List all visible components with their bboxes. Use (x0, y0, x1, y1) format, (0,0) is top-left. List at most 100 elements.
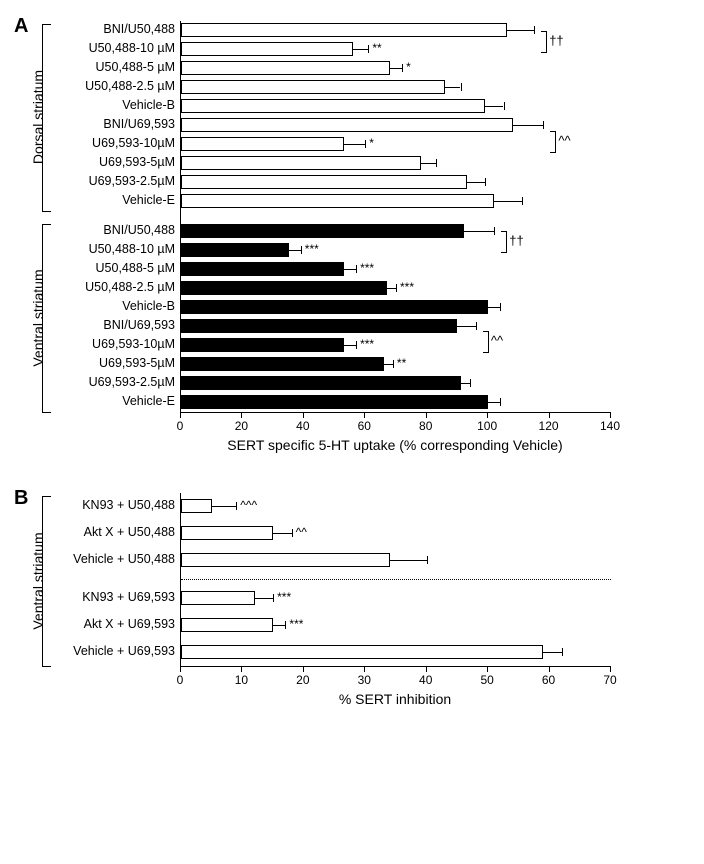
bar-row: U69,593-2.5µM (181, 374, 611, 392)
error-bar (467, 182, 485, 183)
bar-label: Akt X + U69,593 (84, 617, 181, 631)
bar-label: Vehicle-E (122, 193, 181, 207)
chart-a-xtitle: SERT specific 5-HT uptake (% correspondi… (180, 437, 610, 453)
significance-marker: ** (397, 356, 406, 370)
significance-marker: *** (360, 337, 374, 351)
axis-tick (364, 413, 365, 418)
axis-tick (549, 413, 550, 418)
axis-tick (180, 667, 181, 672)
axis-tick-label: 40 (419, 673, 432, 687)
error-bar (273, 533, 291, 534)
bar-row: U69,593-5µM (181, 154, 611, 172)
error-bar (494, 201, 522, 202)
bar-label: KN93 + U50,488 (82, 498, 181, 512)
error-cap (504, 102, 505, 110)
error-bar (421, 163, 436, 164)
chart-b-xtitle: % SERT inhibition (180, 691, 610, 707)
bar-row: Vehicle-E (181, 393, 611, 411)
error-bar (344, 144, 366, 145)
bar (181, 300, 488, 314)
axis-tick-label: 80 (419, 419, 432, 433)
error-cap (365, 140, 366, 148)
bar-row: U50,488-5 µM*** (181, 260, 611, 278)
chart-b: KN93 + U50,488^^^Akt X + U50,488^^Vehicl… (180, 493, 611, 667)
axis-tick-label: 120 (539, 419, 559, 433)
error-cap (476, 322, 477, 330)
significance-marker: *** (277, 590, 291, 604)
error-bar (488, 307, 500, 308)
bar (181, 61, 390, 75)
bar-label: U50,488-2.5 µM (85, 280, 181, 294)
error-cap (368, 45, 369, 53)
bar-label: KN93 + U69,593 (82, 590, 181, 604)
bar-label: Vehicle + U50,488 (73, 552, 181, 566)
error-cap (534, 26, 535, 34)
significance-marker: ** (372, 41, 381, 55)
bar (181, 357, 384, 371)
bar-row: BNI/U69,593 (181, 317, 611, 335)
bar (181, 42, 353, 56)
bar-label: Vehicle + U69,593 (73, 644, 181, 658)
bar-row: U50,488-5 µM* (181, 59, 611, 77)
axis-tick (364, 667, 365, 672)
error-cap (522, 197, 523, 205)
panel-b-label: B (14, 487, 28, 510)
significance-marker: * (406, 60, 411, 74)
bar (181, 553, 390, 567)
error-bar (212, 506, 237, 507)
significance-marker: * (369, 136, 374, 150)
error-cap (500, 303, 501, 311)
comparison-bracket (550, 131, 556, 153)
error-cap (427, 556, 428, 564)
error-cap (396, 284, 397, 292)
comparison-bracket (501, 231, 507, 253)
bar-row: Vehicle-E (181, 192, 611, 210)
axis-tick-label: 10 (235, 673, 248, 687)
error-cap (461, 83, 462, 91)
bar (181, 526, 273, 540)
divider (181, 579, 611, 580)
bar (181, 23, 507, 37)
axis-tick (487, 413, 488, 418)
bar-label: Akt X + U50,488 (84, 525, 181, 539)
group-label: Ventral striatum (30, 521, 46, 641)
chart-a-axis: 020406080100120140 (180, 413, 610, 433)
bar-row: U69,593-5µM** (181, 355, 611, 373)
bar-label: BNI/U69,593 (103, 318, 181, 332)
group-label: Ventral striatum (30, 258, 46, 378)
axis-tick (426, 667, 427, 672)
comparison-label: ^^ (558, 133, 570, 148)
bar-row: Vehicle-B (181, 97, 611, 115)
axis-tick-label: 70 (603, 673, 616, 687)
axis-tick-label: 100 (477, 419, 497, 433)
bar-label: BNI/U50,488 (103, 223, 181, 237)
error-bar (273, 625, 285, 626)
axis-tick (241, 667, 242, 672)
significance-marker: *** (400, 280, 414, 294)
bar-label: U50,488-2.5 µM (85, 79, 181, 93)
axis-tick (549, 667, 550, 672)
bar-row: KN93 + U69,593*** (181, 585, 611, 611)
error-cap (356, 265, 357, 273)
axis-tick (303, 667, 304, 672)
axis-tick (426, 413, 427, 418)
bar (181, 395, 488, 409)
bar-label: Vehicle-B (122, 98, 181, 112)
comparison-label: †† (509, 233, 523, 248)
bar-row: Akt X + U69,593*** (181, 612, 611, 638)
error-bar (344, 269, 356, 270)
error-bar (507, 30, 535, 31)
error-cap (485, 178, 486, 186)
error-bar (344, 345, 356, 346)
error-cap (470, 379, 471, 387)
significance-marker: *** (289, 617, 303, 631)
significance-marker: *** (305, 242, 319, 256)
bar (181, 319, 457, 333)
group-label: Dorsal striatum (30, 57, 46, 177)
bar (181, 194, 494, 208)
error-bar (457, 326, 475, 327)
error-cap (436, 159, 437, 167)
error-bar (390, 560, 427, 561)
bar (181, 338, 344, 352)
bar-label: Vehicle-B (122, 299, 181, 313)
